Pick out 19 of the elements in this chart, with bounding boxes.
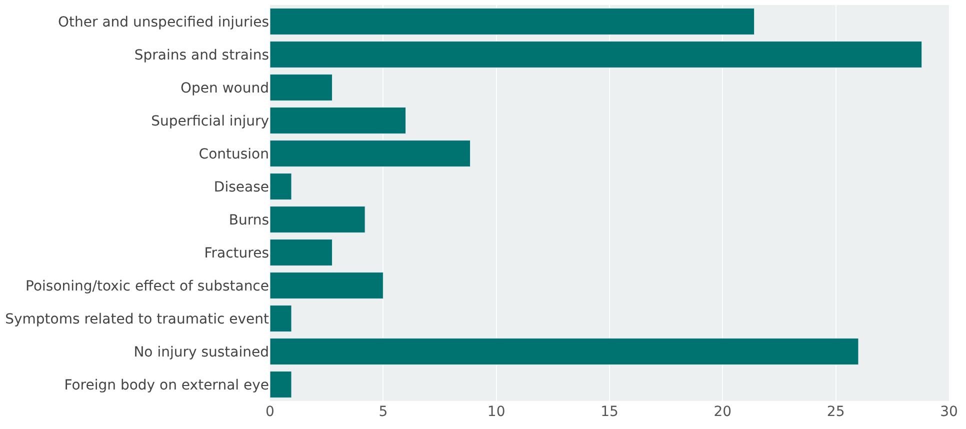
- x-tick-label: 20: [714, 404, 732, 420]
- y-tick-label: Symptoms related to traumatic event: [5, 311, 270, 328]
- x-tick-label: 25: [826, 404, 845, 420]
- y-tick-label: Superficial injury: [151, 113, 269, 130]
- y-tick-label: Disease: [214, 179, 269, 196]
- x-tick-label: 10: [487, 404, 506, 420]
- y-tick-label: Contusion: [198, 146, 269, 162]
- y-tick-label: Other and unspecified injuries: [58, 14, 269, 30]
- y-tick-label: Sprains and strains: [134, 47, 269, 64]
- y-tick-label: Poisoning/toxic effect of substance: [26, 278, 269, 294]
- x-tick-label: 5: [378, 404, 388, 420]
- y-tick-label: Foreign body on external eye: [64, 377, 269, 394]
- y-tick-label: No injury sustained: [134, 344, 269, 360]
- x-tick-label: 15: [600, 404, 618, 420]
- y-tick-label: Fractures: [204, 245, 269, 262]
- y-tick-label: Open wound: [180, 80, 269, 96]
- x-tick-label: 30: [940, 404, 958, 420]
- y-tick-label: Burns: [228, 212, 269, 228]
- x-tick-label: 0: [266, 404, 274, 420]
